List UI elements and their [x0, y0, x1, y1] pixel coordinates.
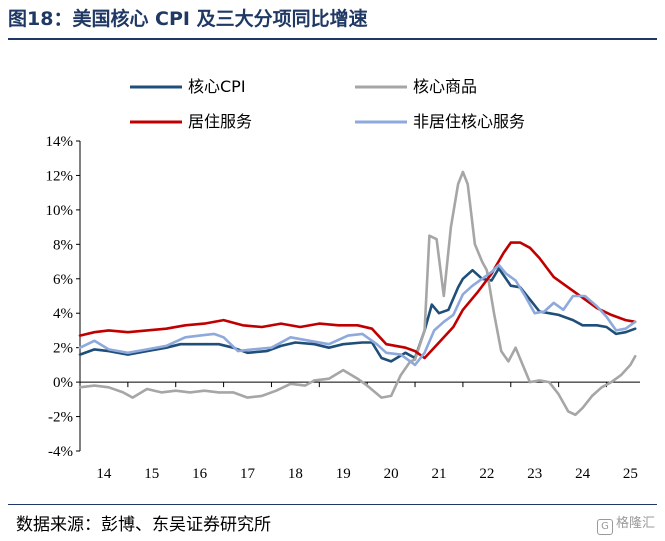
x-tick-label: 14 — [96, 466, 112, 482]
y-tick-label: 6% — [53, 272, 73, 288]
x-tick-label: 20 — [384, 466, 399, 482]
y-tick-label: 10% — [46, 203, 74, 219]
x-tick-label: 25 — [623, 466, 638, 482]
x-tick-label: 16 — [192, 466, 208, 482]
x-tick-label: 22 — [479, 466, 494, 482]
data-source: 数据来源：彭博、东吴证券研究所 — [16, 515, 271, 535]
y-tick-label: 12% — [46, 168, 74, 184]
axes: 14% 12% 10% 8% 6% 4% 2% 0% -2% -4% 14 15 16 17 18 19 20 2… — [46, 134, 640, 482]
legend-label-2: 核心商品 — [413, 77, 477, 96]
y-tick-label: 14% — [46, 134, 74, 150]
y-tick-label: -2% — [48, 410, 73, 426]
y-tick-label: 4% — [53, 306, 73, 322]
legend-label-3: 居住服务 — [188, 112, 252, 131]
watermark-text: 格隆汇 — [615, 516, 655, 531]
watermark-logo-icon: G — [596, 519, 613, 535]
x-tick-label: 24 — [575, 466, 591, 482]
series-line-3 — [78, 241, 637, 360]
plot-area — [78, 170, 637, 417]
legend-label-4: 非居住核心服务 — [413, 112, 525, 131]
watermark: G 格隆汇 — [596, 512, 655, 535]
x-tick-label: 19 — [336, 466, 351, 482]
y-tick-label: 0% — [53, 375, 73, 391]
y-tick-label: 8% — [53, 237, 73, 253]
chart-title: 图18：美国核心 CPI 及三大分项同比增速 — [8, 8, 368, 30]
legend-label-1: 核心CPI — [188, 77, 246, 96]
x-tick-label: 23 — [527, 466, 542, 482]
x-tick-label: 21 — [431, 466, 446, 482]
x-tick-label: 17 — [240, 466, 256, 482]
x-tick-label: 15 — [144, 466, 159, 482]
series-line-4 — [78, 263, 637, 367]
x-tick-label: 18 — [288, 466, 303, 482]
title-divider — [8, 38, 657, 40]
y-tick-label: 2% — [53, 341, 73, 357]
series-line-2 — [78, 170, 637, 417]
source-divider — [8, 504, 657, 505]
y-tick-label: -4% — [48, 444, 73, 460]
